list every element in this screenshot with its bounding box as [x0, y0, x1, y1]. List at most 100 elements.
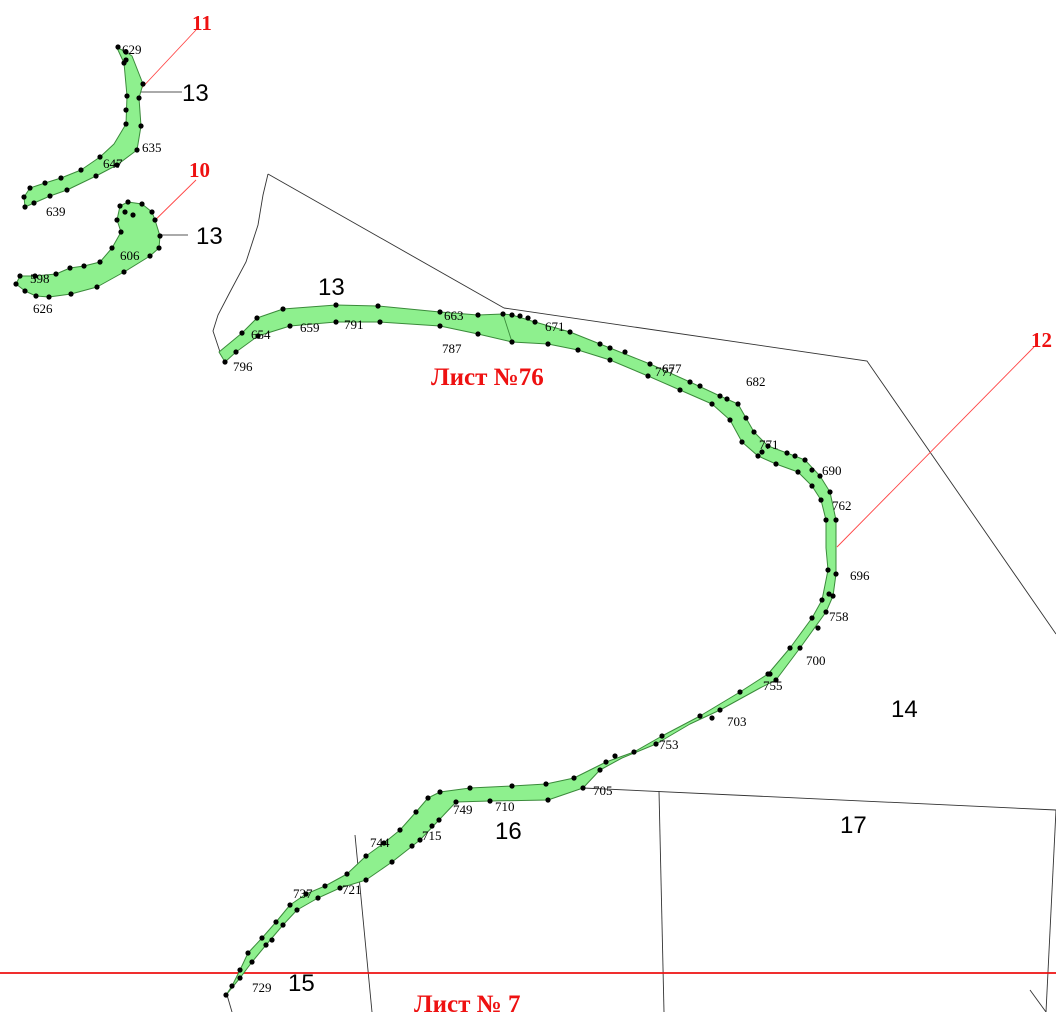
boundary-point: [22, 288, 28, 294]
boundary-point: [475, 312, 481, 318]
parcel-label-13-a: 13: [182, 80, 209, 107]
boundary-point: [287, 323, 293, 329]
boundary-point: [467, 785, 473, 791]
strip-tick-663: [502, 313, 513, 343]
parcel-label-17: 17: [840, 812, 867, 839]
boundary-point: [94, 284, 100, 290]
point-label-639: 639: [46, 204, 66, 219]
boundary-point: [809, 467, 815, 473]
boundary-point: [68, 291, 74, 297]
leader-11: [137, 29, 197, 93]
boundary-point: [429, 823, 435, 829]
boundary-point: [375, 303, 381, 309]
boundary-point: [114, 217, 120, 223]
point-label-715: 715: [422, 828, 442, 843]
boundary-point: [152, 217, 158, 223]
callout-leaders: [137, 29, 1035, 548]
boundary-point: [17, 273, 23, 279]
boundary-point: [647, 361, 653, 367]
boundary-point: [687, 379, 693, 385]
boundary-point: [543, 781, 549, 787]
boundary-point: [381, 840, 387, 846]
boundary-point: [125, 199, 131, 205]
boundary-point: [149, 209, 155, 215]
boundary-point: [717, 707, 723, 713]
boundary-point: [659, 733, 665, 739]
boundary-point: [717, 393, 723, 399]
boundary-point: [607, 345, 613, 351]
boundary-point: [118, 229, 124, 235]
boundary-point: [13, 281, 19, 287]
boundary-point: [121, 269, 127, 275]
boundary-point: [117, 203, 123, 209]
boundary-point: [280, 306, 286, 312]
boundary-point: [784, 450, 790, 456]
boundary-point: [724, 396, 730, 402]
point-label-762: 762: [832, 498, 852, 513]
boundary-point: [567, 329, 573, 335]
boundary-point: [156, 245, 162, 251]
boundary-15-west: [226, 994, 233, 1012]
point-label-635: 635: [142, 140, 162, 155]
boundary-top-diagonal: [267, 173, 505, 309]
boundary-point: [737, 689, 743, 695]
boundary-point: [823, 609, 829, 615]
boundary-point: [437, 789, 443, 795]
point-label-744: 744: [370, 835, 390, 850]
boundary-point: [337, 885, 343, 891]
point-label-654: 654: [251, 327, 271, 342]
boundary-point: [697, 713, 703, 719]
sheet-labels: Лист №76 Лист № 7: [414, 364, 544, 1012]
boundary-point: [787, 645, 793, 651]
boundary-point: [78, 167, 84, 173]
boundary-point: [233, 349, 239, 355]
boundary-point: [622, 349, 628, 355]
boundary-point: [773, 461, 779, 467]
boundary-point: [826, 591, 832, 597]
boundary-point: [409, 843, 415, 849]
boundary-point: [115, 44, 121, 50]
boundary-point: [280, 922, 286, 928]
boundary-point: [123, 107, 129, 113]
boundary-point: [93, 173, 99, 179]
land-strips: [15, 46, 837, 996]
boundary-point: [631, 749, 637, 755]
boundary-south-of-705: [582, 787, 1056, 811]
boundary-point: [487, 798, 493, 804]
point-label-671: 671: [545, 319, 565, 334]
boundary-point: [607, 357, 613, 363]
boundary-point: [46, 294, 52, 300]
boundary-point: [249, 959, 255, 965]
boundary-point: [136, 95, 142, 101]
point-label-677: 677: [662, 361, 682, 376]
boundary-point: [109, 245, 115, 251]
boundary-point: [140, 81, 146, 87]
point-label-606: 606: [120, 248, 140, 263]
sheet-label-upper: Лист №76: [431, 364, 544, 391]
point-label-787: 787: [442, 341, 462, 356]
boundary-point: [237, 967, 243, 973]
boundary-point: [802, 457, 808, 463]
boundary-point: [709, 401, 715, 407]
boundary-point: [27, 185, 33, 191]
boundary-16-17-divider: [658, 790, 665, 1012]
parcel-label-13-b: 13: [196, 223, 223, 250]
boundary-point: [525, 315, 531, 321]
boundary-point: [130, 212, 136, 218]
boundary-point: [475, 331, 481, 337]
boundary-point: [417, 837, 423, 843]
point-label-663: 663: [444, 308, 464, 323]
boundary-point: [377, 319, 383, 325]
point-label-777: 777: [655, 364, 675, 379]
boundary-point: [254, 315, 260, 321]
boundary-point: [767, 671, 773, 677]
point-label-659: 659: [300, 320, 320, 335]
boundary-point: [64, 187, 70, 193]
boundary-point: [255, 333, 261, 339]
parcel-label-15: 15: [288, 970, 315, 997]
boundary-point: [114, 162, 120, 168]
point-label-753: 753: [659, 737, 679, 752]
boundary-point: [237, 975, 243, 981]
boundary-point: [743, 415, 749, 421]
boundary-point: [363, 877, 369, 883]
